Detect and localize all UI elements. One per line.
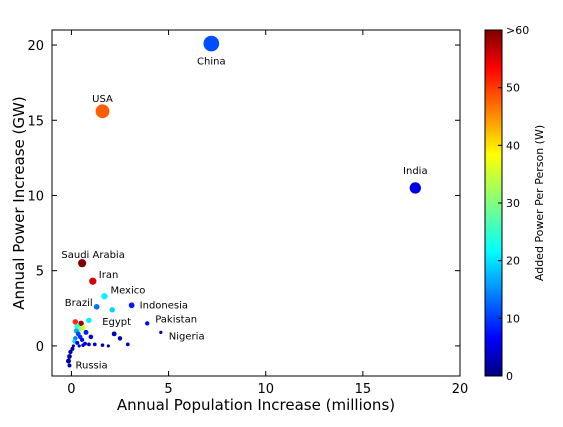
y-axis: 0 5 10 15 20: [27, 39, 460, 355]
plot-frame: [51, 29, 461, 377]
data-points: [66, 35, 421, 368]
data-point: [83, 329, 89, 335]
data-point-indonesia: [128, 302, 135, 309]
data-point: [117, 336, 123, 341]
point-label: Indonesia: [140, 300, 188, 311]
y-tick-label: 0: [36, 340, 44, 355]
data-point-brazil: [93, 303, 100, 310]
data-point: [125, 342, 130, 347]
data-point: [75, 340, 80, 345]
y-tick-label: 5: [36, 265, 44, 280]
point-label: Pakistan: [155, 314, 197, 325]
x-tick-label: 0: [67, 382, 75, 397]
data-point: [87, 342, 91, 347]
point-label: Brazil: [65, 298, 93, 309]
data-point: [88, 334, 94, 340]
y-axis-label: Annual Power Increase (GW): [10, 96, 28, 309]
point-label: Russia: [75, 360, 107, 371]
data-point-mexico: [101, 293, 108, 300]
colorbar-tick-label: 20: [506, 255, 520, 268]
x-axis-label: Annual Population Increase (millions): [117, 396, 395, 414]
data-point: [81, 343, 85, 347]
data-point-saudi-arabia: [78, 259, 87, 268]
point-label: China: [197, 57, 226, 68]
data-point: [100, 343, 105, 347]
data-point: [68, 349, 73, 355]
y-tick-label: 15: [27, 114, 44, 129]
data-point: [70, 346, 75, 351]
data-point: [67, 354, 72, 359]
x-tick-label: 15: [355, 382, 372, 397]
data-point: [78, 320, 84, 327]
point-annotations: China USA India Saudi Arabia Iran Mexico Brazi…: [61, 57, 427, 372]
colorbar-tick-label: 10: [506, 312, 520, 325]
data-point-china: [203, 35, 220, 52]
x-axis: 0 5 10 15 20: [67, 30, 468, 397]
data-point: [86, 317, 92, 324]
data-point: [92, 342, 97, 347]
colorbar-tick-label: 30: [506, 197, 520, 210]
point-label: Saudi Arabia: [61, 250, 124, 261]
colorbar-tick-label: 40: [506, 139, 520, 152]
data-point-iran: [89, 277, 97, 285]
data-point-pakistan: [145, 321, 150, 326]
data-point: [66, 358, 72, 364]
x-tick-label: 20: [452, 382, 469, 397]
x-tick-label: 5: [164, 382, 172, 397]
point-label: Egypt: [102, 317, 131, 328]
x-tick-label: 10: [257, 382, 274, 397]
data-point-usa: [95, 104, 110, 119]
colorbar-tick-label: 50: [506, 82, 520, 95]
y-tick-label: 20: [27, 39, 44, 54]
point-label: Nigeria: [169, 331, 205, 342]
data-point: [106, 344, 110, 348]
data-point: [72, 319, 79, 325]
data-point: [79, 337, 85, 343]
data-point: [71, 344, 75, 348]
data-point-russia: [67, 363, 72, 368]
data-point: [111, 331, 117, 337]
colorbar-tick-label: >60: [506, 24, 529, 37]
data-point-nigeria: [159, 330, 163, 335]
point-label: India: [403, 166, 428, 177]
data-point: [77, 344, 81, 348]
data-point: [80, 325, 86, 331]
colorbar-ticks: 0 10 20 30 40 50 >60: [498, 24, 529, 383]
data-point-india: [409, 182, 421, 194]
y-tick-label: 10: [27, 189, 44, 204]
point-label: Mexico: [110, 285, 145, 296]
plot-area: [51, 29, 461, 377]
point-label: USA: [92, 94, 113, 105]
data-point-egypt: [109, 307, 115, 313]
point-label: Iran: [99, 270, 119, 281]
colorbar-label: Added Power Per Person (W): [533, 125, 546, 281]
colorbar-tick-label: 0: [506, 370, 513, 383]
